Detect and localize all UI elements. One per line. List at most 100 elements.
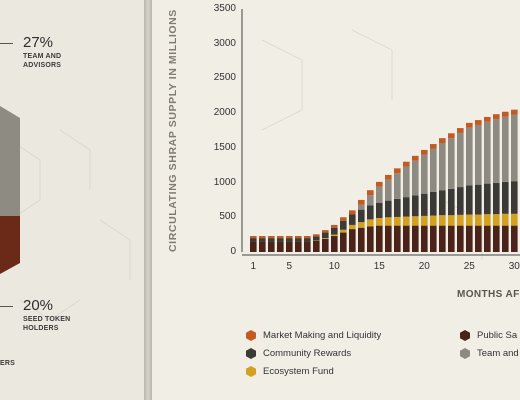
bar-segment-ecosystem-fund [376,217,383,226]
bar-segment-community-rewards [286,238,293,242]
bar-segment-ecosystem-fund [340,229,347,233]
x-axis-title: MONTHS AF [457,289,520,300]
bar-segment-market-making-and-liquidity [259,236,266,239]
bar-segment-ecosystem-fund [511,213,518,226]
left-panel: 27% TEAM AND ADVISORS 20% SEED TOKEN HOL… [0,0,144,400]
stacked-bar-chart [241,9,520,260]
legend-item: Community Rewards [246,348,351,359]
bar-segment-team-and-advisors [466,127,473,186]
bar-segment-community-rewards [430,191,437,216]
y-tick-label: 500 [219,211,236,223]
bar-segment-community-rewards [457,187,464,215]
bar-segment-public-sale [295,241,302,252]
chart-panel: CIRCULATING SHRAP SUPPLY IN MILLIONS 0 50… [152,0,520,400]
bar-segment-community-rewards [385,200,392,218]
bar-segment-team-and-advisors [511,114,518,182]
chart-bars [250,109,518,252]
legend-hex-icon [246,348,256,359]
bar-segment-team-and-advisors [493,119,500,183]
bar-segment-market-making-and-liquidity [340,217,347,221]
bar-segment-public-sale [331,236,338,252]
x-tick-label: 20 [418,261,430,272]
bar-segment-market-making-and-liquidity [376,181,383,187]
legend-label: Market Making and Liquidity [263,330,382,341]
bar-segment-public-sale [493,225,500,252]
bar-segment-community-rewards [484,183,491,215]
bar-segment-team-and-advisors [475,124,482,185]
bar-segment-team-and-advisors [385,179,392,201]
bar-segment-ecosystem-fund [322,238,329,239]
bar-segment-public-sale [340,232,347,252]
bar-segment-community-rewards [421,193,428,216]
team-percentage: 27% [23,34,54,51]
bar-segment-market-making-and-liquidity [250,236,257,239]
bar-segment-community-rewards [376,202,383,218]
y-tick-label: 3500 [213,3,236,14]
bar-segment-market-making-and-liquidity [304,236,311,239]
bar-segment-market-making-and-liquidity [412,155,419,161]
bar-segment-public-sale [259,241,266,252]
bar-segment-market-making-and-liquidity [385,174,392,180]
bar-segment-market-making-and-liquidity [421,149,428,155]
bar-segment-market-making-and-liquidity [268,236,275,239]
bar-segment-ecosystem-fund [394,216,401,226]
bar-segment-team-and-advisors [448,138,455,189]
bar-segment-team-and-advisors [394,173,401,199]
bar-segment-team-and-advisors [502,116,509,182]
y-tick-label: 2500 [213,72,236,84]
left-panel-background [0,106,131,321]
bar-segment-team-and-advisors [358,204,365,210]
x-tick-label: 5 [286,261,293,272]
bar-segment-community-rewards [403,197,410,217]
x-tick-label: 10 [328,261,340,272]
bar-segment-public-sale [466,225,473,252]
bar-segment-public-sale [475,225,482,252]
pie-segment-team [0,106,20,216]
bar-segment-ecosystem-fund [412,216,419,226]
bar-segment-public-sale [304,241,311,252]
x-tick-label: 1 [250,261,257,272]
bar-segment-market-making-and-liquidity [430,144,437,149]
legend-item: Market Making and Liquidity [246,330,381,341]
bar-segment-team-and-advisors [367,195,374,206]
legend-label: Community Rewards [263,348,352,359]
bar-segment-public-sale [286,241,293,252]
bar-segment-ecosystem-fund [457,214,464,226]
bar-segment-market-making-and-liquidity [313,234,320,237]
legend-item: Public Sa [460,330,517,341]
x-tick-label: 30 [508,261,520,272]
bar-segment-ecosystem-fund [484,214,491,226]
legend-label: Public Sa [477,330,518,341]
background-pattern [261,29,483,260]
x-tick-label: 15 [373,261,385,272]
seed-label-line1: SEED TOKEN [23,316,71,323]
bar-segment-public-sale [385,225,392,252]
bar-segment-market-making-and-liquidity [394,168,401,174]
bar-segment-ecosystem-fund [502,213,509,226]
legend-label: Team and [477,348,519,359]
bar-segment-public-sale [268,241,275,252]
bar-segment-community-rewards [493,182,500,215]
y-tick-label: 1500 [213,141,236,153]
bar-segment-public-sale [484,225,491,252]
bar-segment-public-sale [448,225,455,252]
bar-segment-team-and-advisors [421,154,428,194]
bar-segment-public-sale [313,240,320,252]
bar-segment-market-making-and-liquidity [484,116,491,122]
bar-segment-public-sale [430,225,437,252]
legend-hex-icon [246,366,256,377]
bar-segment-community-rewards [412,195,419,217]
y-tick-label: 2000 [213,107,236,119]
bar-segment-community-rewards [295,238,302,242]
bar-segment-team-and-advisors [484,121,491,184]
bar-segment-public-sale [502,225,509,252]
bar-segment-ecosystem-fund [439,215,446,226]
y-tick-label: 1000 [213,176,236,188]
bar-segment-ecosystem-fund [385,217,392,226]
bar-segment-market-making-and-liquidity [493,114,500,120]
team-label-line1: TEAM AND [23,53,62,60]
y-axis-title: CIRCULATING SHRAP SUPPLY IN MILLIONS [167,9,179,252]
bar-segment-community-rewards [277,238,284,242]
bar-segment-market-making-and-liquidity [466,122,473,128]
bar-segment-ecosystem-fund [466,214,473,226]
